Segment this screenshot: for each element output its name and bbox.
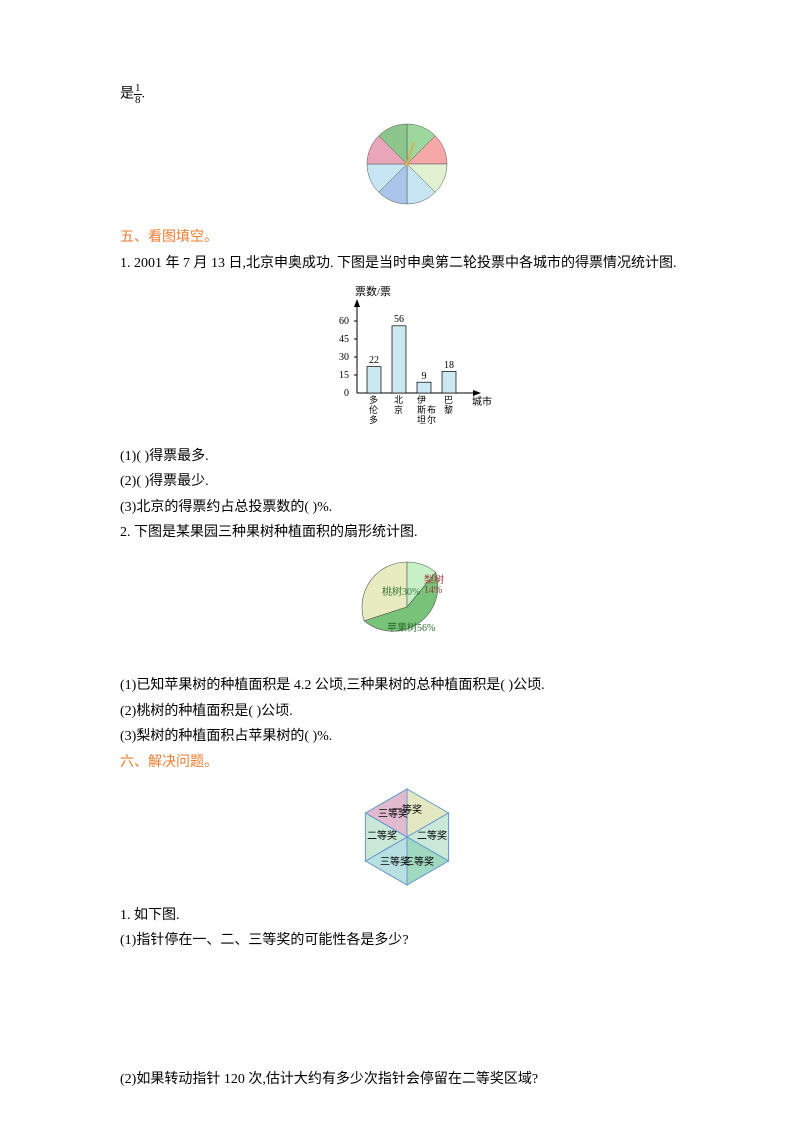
hexagon-svg: 一等奖 二等奖 三等奖 三等奖 二等奖 三等奖 bbox=[327, 782, 487, 892]
intro-prefix: 是 bbox=[120, 87, 134, 102]
q5-1-sub2: (2)( )得票最少. bbox=[120, 471, 693, 493]
svg-text:二等奖: 二等奖 bbox=[417, 829, 447, 842]
svg-text:黎: 黎 bbox=[444, 404, 453, 415]
q5-1-sub3: (3)北京的得票约占总投票数的( )%. bbox=[120, 497, 693, 519]
q6-1-sub2: (2)如果转动指针 120 次,估计大约有多少次指针会停留在二等奖区域? bbox=[120, 1069, 693, 1091]
svg-text:多: 多 bbox=[369, 414, 378, 425]
section5-heading: 五、看图填空。 bbox=[120, 227, 693, 249]
intro-line: 是18. bbox=[120, 83, 693, 106]
svg-text:伊: 伊 bbox=[417, 394, 426, 405]
svg-text:京: 京 bbox=[394, 404, 403, 415]
svg-text:伦: 伦 bbox=[369, 404, 378, 415]
q6-1-sub1: (1)指针停在一、二、三等奖的可能性各是多少? bbox=[120, 930, 693, 952]
y-axis-label: 票数/票 bbox=[355, 285, 391, 298]
pie-chart-svg: 桃树30% 梨树 14% 苹果树56% bbox=[332, 552, 482, 662]
q5-1-prompt: 1. 2001 年 7 月 13 日,北京申奥成功. 下图是当时申奥第二轮投票中… bbox=[120, 253, 693, 275]
svg-text:多: 多 bbox=[369, 394, 378, 405]
svg-text:二等奖: 二等奖 bbox=[367, 829, 397, 842]
svg-text:30: 30 bbox=[339, 352, 349, 363]
fraction-1-8: 18 bbox=[134, 83, 142, 106]
svg-text:9: 9 bbox=[421, 371, 426, 382]
spinner-svg bbox=[357, 114, 457, 214]
svg-text:45: 45 bbox=[339, 334, 349, 345]
svg-text:三等奖: 三等奖 bbox=[378, 807, 408, 820]
intro-suffix: . bbox=[142, 87, 146, 102]
q5-2-sub1: (1)已知苹果树的种植面积是 4.2 公顷,三种果树的总种植面积是( )公顷. bbox=[120, 675, 693, 697]
section6-heading: 六、解决问题。 bbox=[120, 752, 693, 774]
q5-2-sub2: (2)桃树的种植面积是( )公顷. bbox=[120, 701, 693, 723]
svg-text:15: 15 bbox=[339, 370, 349, 381]
bar-chart: 票数/票 0 15 30 45 60 22 56 9 18 城市 多伦多 bbox=[120, 283, 693, 438]
svg-text:斯: 斯 bbox=[417, 404, 426, 415]
q6-1-prompt: 1. 如下图. bbox=[120, 905, 693, 927]
svg-text:巴: 巴 bbox=[444, 395, 453, 405]
svg-text:56: 56 bbox=[394, 314, 404, 325]
svg-text:北: 北 bbox=[394, 395, 403, 405]
svg-text:18: 18 bbox=[444, 360, 454, 371]
svg-text:0: 0 bbox=[344, 388, 349, 399]
bar-chart-svg: 票数/票 0 15 30 45 60 22 56 9 18 城市 多伦多 bbox=[317, 283, 497, 433]
svg-text:城市: 城市 bbox=[472, 395, 492, 408]
svg-text:22: 22 bbox=[369, 355, 379, 366]
svg-text:坦: 坦 bbox=[417, 415, 426, 425]
svg-text:60: 60 bbox=[339, 316, 349, 327]
hexagon-chart: 一等奖 二等奖 三等奖 三等奖 二等奖 三等奖 bbox=[120, 782, 693, 897]
svg-text:布: 布 bbox=[427, 404, 436, 415]
svg-text:三等奖: 三等奖 bbox=[380, 855, 410, 868]
pie-chart: 桃树30% 梨树 14% 苹果树56% bbox=[120, 552, 693, 667]
svg-text:14%: 14% bbox=[424, 585, 442, 596]
svg-text:苹果树56%: 苹果树56% bbox=[387, 621, 435, 634]
svg-text:桃树30%: 桃树30% bbox=[382, 585, 420, 598]
q5-2-sub3: (3)梨树的种植面积占苹果树的( )%. bbox=[120, 726, 693, 748]
q5-1-sub1: (1)( )得票最多. bbox=[120, 446, 693, 468]
q5-2-prompt: 2. 下图是某果园三种果树种植面积的扇形统计图. bbox=[120, 522, 693, 544]
spinner-chart bbox=[120, 114, 693, 219]
svg-text:尔: 尔 bbox=[427, 414, 436, 425]
